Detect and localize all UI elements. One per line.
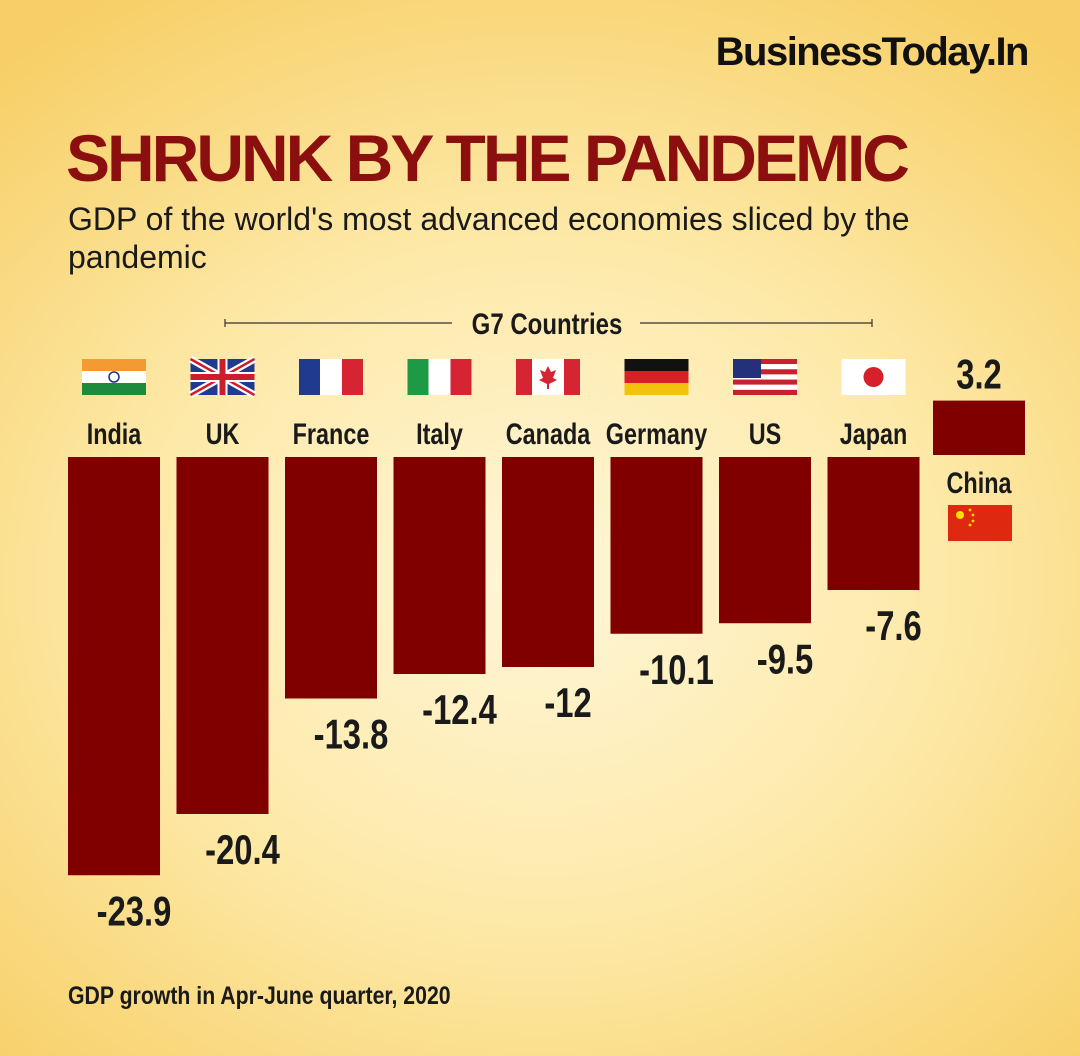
g7-group-label: G7 Countries	[472, 306, 623, 340]
value-label-uk: -20.4	[205, 826, 280, 873]
category-label-uk: UK	[206, 417, 240, 450]
category-label-japan: Japan	[840, 417, 908, 450]
category-label-india: India	[87, 417, 142, 450]
india-flag-icon	[82, 359, 146, 395]
bar-italy	[393, 457, 486, 674]
page-subtitle: GDP of the world's most advanced economi…	[68, 201, 910, 275]
value-label-china: 3.2	[956, 351, 1002, 398]
us-flag-icon	[733, 359, 797, 395]
uk-flag-icon	[188, 355, 257, 399]
category-label-canada: Canada	[506, 417, 591, 450]
japan-flag-icon	[841, 359, 906, 395]
category-label-germany: Germany	[606, 417, 707, 450]
category-label-us: US	[749, 417, 781, 450]
bar-uk	[176, 457, 269, 814]
value-label-italy: -12.4	[422, 686, 497, 733]
china-flag-icon	[948, 505, 1012, 541]
category-label-france: France	[293, 417, 370, 450]
value-label-germany: -10.1	[639, 646, 714, 693]
value-label-japan: -7.6	[865, 602, 921, 649]
brand-logo: BusinessToday.In	[715, 30, 1030, 74]
value-label-france: -13.8	[314, 711, 389, 758]
bar-japan	[827, 457, 920, 590]
canada-flag-icon	[516, 359, 580, 395]
page-title: SHRUNK BY THE PANDEMIC	[66, 121, 910, 195]
bar-canada	[502, 457, 594, 667]
category-label-china: China	[947, 466, 1013, 499]
bar-china	[933, 400, 1025, 455]
value-label-us: -9.5	[757, 635, 813, 682]
value-label-india: -23.9	[97, 887, 172, 934]
italy-flag-icon	[407, 359, 472, 395]
bar-us	[719, 457, 811, 624]
value-label-canada: -12	[544, 679, 591, 726]
germany-flag-icon	[624, 359, 689, 395]
bar-germany	[610, 457, 703, 634]
category-label-italy: Italy	[416, 417, 463, 450]
bar-india	[68, 457, 160, 876]
france-flag-icon	[299, 359, 363, 395]
bar-france	[285, 457, 377, 699]
footnote: GDP growth in Apr-June quarter, 2020	[68, 982, 451, 1010]
